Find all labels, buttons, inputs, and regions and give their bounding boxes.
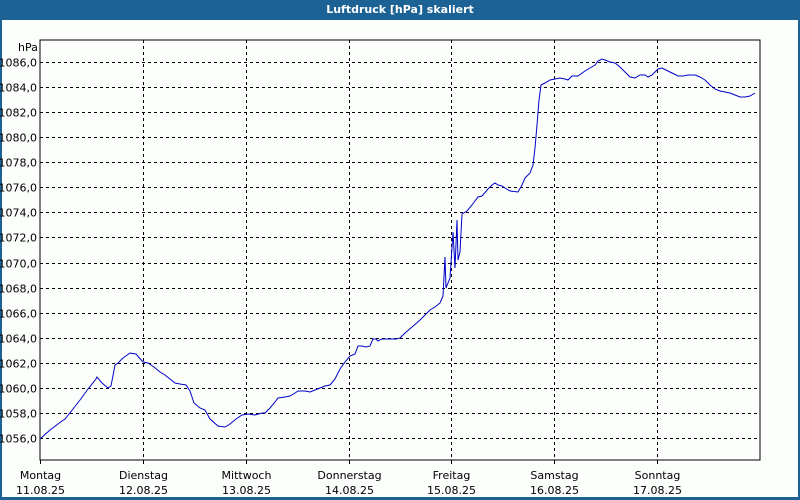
y-tick-label: 1064,0 [0,333,37,346]
x-tick-day-label: Montag [20,469,61,482]
y-tick-label: 1074,0 [0,207,37,220]
y-tick-label: 1072,0 [0,232,37,245]
x-axis: Montag 11.08.25 Dienstag 12.08.25 Mittwoch 13… [16,460,682,497]
y-tick-label: 1058,0 [0,408,37,421]
x-tick-day-label: Dienstag [119,469,168,482]
x-tick-day-label: Freitag [433,469,471,482]
y-tick-label: 1070,0 [0,258,37,271]
plot-area-border [39,39,761,461]
y-tick-label: 1066,0 [0,308,37,321]
x-tick-date-label: 13.08.25 [222,484,271,497]
x-tick-day-label: Sonntag [635,469,681,482]
x-tick-date-label: 16.08.25 [530,484,579,497]
y-tick-label: 1080,0 [0,132,37,145]
x-tick-day-label: Samstag [530,469,578,482]
y-tick-label: 1062,0 [0,358,37,371]
grid-lines [40,40,760,460]
x-tick-date-label: 12.08.25 [119,484,168,497]
y-tick-label: 1082,0 [0,107,37,120]
y-tick-label: 1084,0 [0,82,37,95]
x-tick-day-label: Donnerstag [317,469,381,482]
y-tick-label: 1060,0 [0,383,37,396]
y-axis: 1056,0 1058,0 1060,0 1062,0 1064,0 1066,0 1068… [0,57,37,446]
y-axis-unit-label: hPa [18,41,38,54]
x-tick-day-label: Mittwoch [222,469,272,482]
x-tick-date-label: 15.08.25 [427,484,476,497]
y-tick-label: 1068,0 [0,283,37,296]
y-tick-label: 1056,0 [0,433,37,446]
x-tick-date-label: 14.08.25 [325,484,374,497]
x-tick-date-label: 11.08.25 [16,484,65,497]
x-tick-date-label: 17.08.25 [633,484,682,497]
y-tick-label: 1076,0 [0,182,37,195]
pressure-series-line [39,58,756,440]
y-tick-label: 1078,0 [0,157,37,170]
chart-title: Luftdruck [hPa] skaliert [0,0,800,20]
y-tick-label: 1086,0 [0,57,37,70]
